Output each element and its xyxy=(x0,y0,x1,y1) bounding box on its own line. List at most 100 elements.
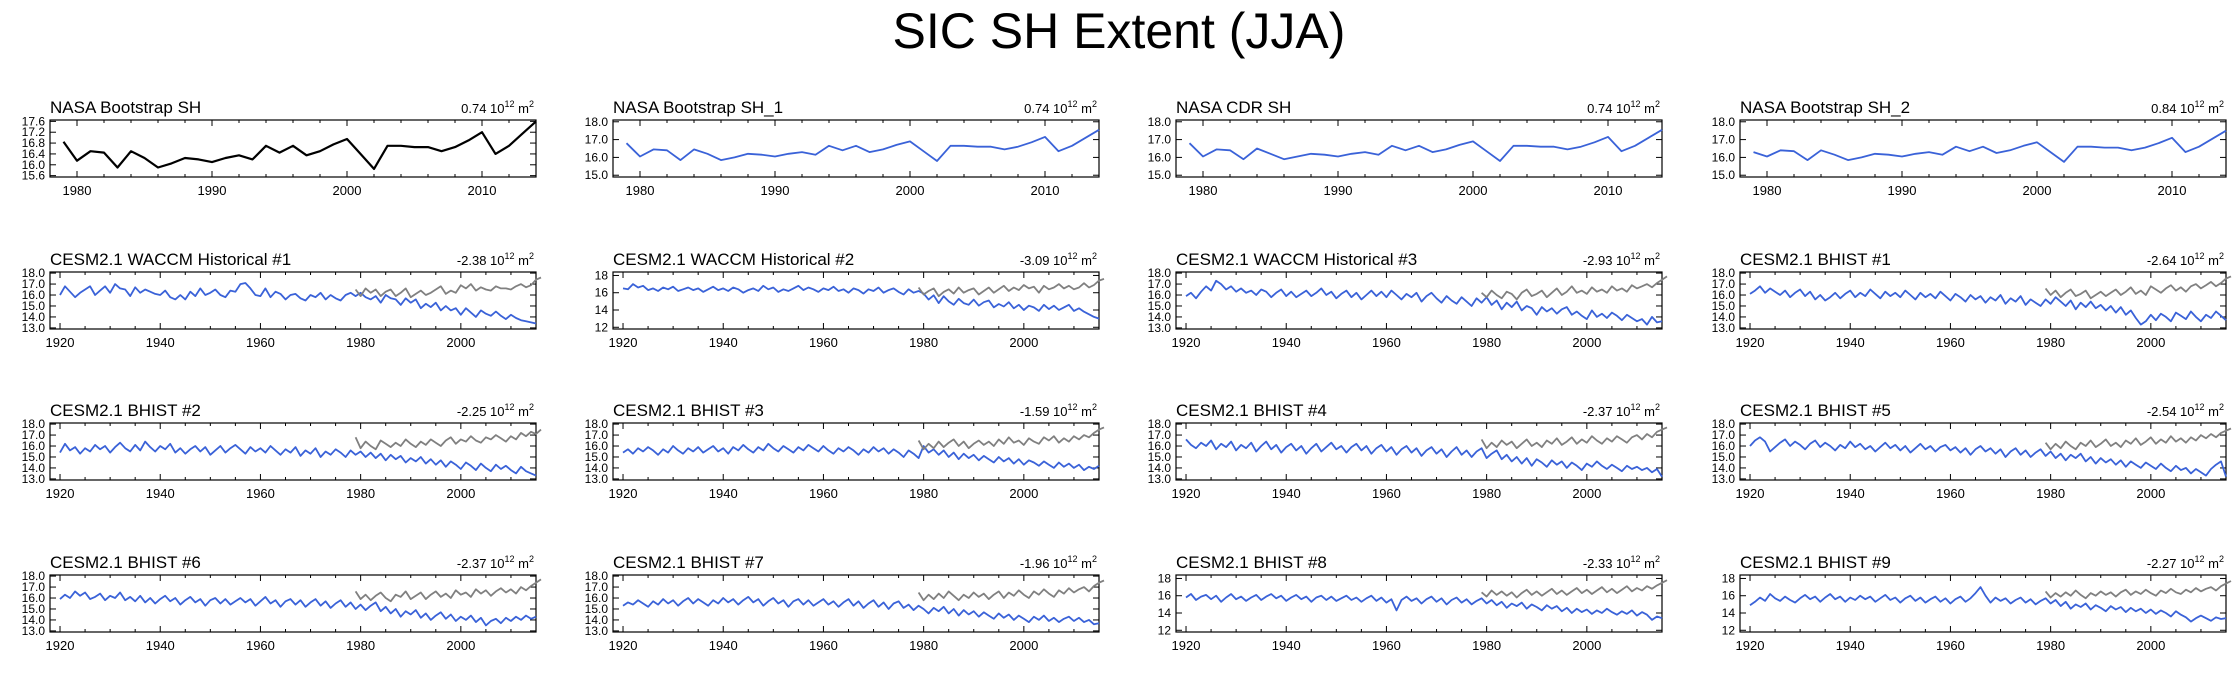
y-tick-label: 15.0 xyxy=(22,602,46,616)
x-tick-label: 1940 xyxy=(709,486,738,501)
y-tick-label: 18 xyxy=(1158,571,1172,585)
x-tick-label: 1940 xyxy=(1272,638,1301,653)
series-line xyxy=(1185,438,1663,478)
y-tick-label: 14.0 xyxy=(22,613,46,627)
x-tick-label: 1990 xyxy=(1888,183,1917,198)
series-line xyxy=(1481,579,1668,599)
series-line xyxy=(1188,129,1663,162)
trend-label: -2.27 1012 m2 xyxy=(2147,554,2224,571)
y-tick-label: 13.0 xyxy=(1712,472,1736,486)
series-line xyxy=(917,426,1105,451)
trend-label: -2.33 1012 m2 xyxy=(1583,554,1660,571)
x-tick-label: 2000 xyxy=(1009,486,1038,501)
y-tick-label: 17.0 xyxy=(585,428,609,442)
y-tick-label: 15.0 xyxy=(1712,168,1736,182)
panel-title: NASA CDR SH xyxy=(1176,98,1291,117)
y-tick-label: 16.0 xyxy=(22,591,46,605)
plot-frame xyxy=(1739,271,2227,330)
x-tick-label: 1960 xyxy=(1372,335,1401,350)
x-tick-label: 1960 xyxy=(1372,486,1401,501)
y-tick-label: 16 xyxy=(1158,589,1172,603)
chart-panel: CESM2.1 WACCM Historical #1 -2.38 1012 m2… xyxy=(22,250,542,350)
x-tick-label: 1940 xyxy=(1836,486,1865,501)
y-tick-label: 18.0 xyxy=(1148,115,1172,129)
x-tick-label: 2010 xyxy=(2158,183,2187,198)
trend-label: 0.74 1012 m2 xyxy=(461,99,534,116)
y-tick-label: 15.0 xyxy=(1148,168,1172,182)
trend-label: -1.96 1012 m2 xyxy=(1020,554,1097,571)
x-tick-label: 1980 xyxy=(909,638,938,653)
x-tick-label: 1920 xyxy=(1736,486,1765,501)
x-tick-label: 2000 xyxy=(446,335,475,350)
y-tick-label: 15.6 xyxy=(22,169,46,183)
x-tick-label: 2000 xyxy=(446,486,475,501)
y-tick-label: 14.0 xyxy=(22,310,46,324)
y-tick-label: 15.0 xyxy=(585,450,609,464)
y-tick-label: 16 xyxy=(595,286,609,300)
trend-label: -1.59 1012 m2 xyxy=(1020,402,1097,419)
y-tick-label: 14.0 xyxy=(1148,461,1172,475)
x-tick-label: 2000 xyxy=(1572,638,1601,653)
x-tick-label: 1920 xyxy=(46,335,75,350)
trend-label: -3.09 1012 m2 xyxy=(1020,251,1097,268)
y-tick-label: 14 xyxy=(1158,606,1172,620)
plot-frame xyxy=(1175,271,1663,330)
plot-frame xyxy=(49,422,537,481)
y-tick-label: 13.0 xyxy=(1148,321,1172,335)
series-line xyxy=(622,442,1100,472)
y-tick-label: 17.0 xyxy=(585,580,609,594)
chart-panel: CESM2.1 BHIST #4 -2.37 1012 m2 1920 1940 196… xyxy=(1148,401,1668,501)
x-tick-label: 1980 xyxy=(1472,486,1501,501)
y-tick-label: 18.0 xyxy=(585,569,609,583)
chart-panel: CESM2.1 BHIST #9 -2.27 1012 m2 1920 1940 196… xyxy=(1722,553,2232,653)
x-tick-label: 1940 xyxy=(1272,335,1301,350)
trend-label: -2.93 1012 m2 xyxy=(1583,251,1660,268)
x-tick-label: 1990 xyxy=(1324,183,1353,198)
x-tick-label: 1980 xyxy=(1472,335,1501,350)
y-tick-label: 15.0 xyxy=(1148,450,1172,464)
x-tick-label: 1980 xyxy=(346,335,375,350)
trend-label: -2.25 1012 m2 xyxy=(457,402,534,419)
x-tick-label: 1980 xyxy=(626,183,655,198)
trend-label: -2.38 1012 m2 xyxy=(457,251,534,268)
y-tick-label: 16.0 xyxy=(22,439,46,453)
x-tick-label: 2000 xyxy=(333,183,362,198)
panel-title: CESM2.1 BHIST #7 xyxy=(613,553,764,572)
plot-frame xyxy=(1739,422,2227,481)
y-tick-label: 13.0 xyxy=(585,472,609,486)
x-tick-label: 1980 xyxy=(2036,335,2065,350)
y-tick-label: 18.0 xyxy=(1148,266,1172,280)
y-tick-label: 14.0 xyxy=(585,461,609,475)
chart-panel: NASA CDR SH 0.74 1012 m2 1980 1990 2000 2010 1… xyxy=(1148,98,1663,198)
y-tick-label: 15.0 xyxy=(1712,450,1736,464)
y-tick-label: 18.0 xyxy=(1712,417,1736,431)
panel-title: CESM2.1 BHIST #4 xyxy=(1176,401,1327,420)
y-tick-label: 18.0 xyxy=(1148,417,1172,431)
series-line xyxy=(1185,279,1663,326)
x-tick-label: 2000 xyxy=(2136,486,2165,501)
y-tick-label: 17.0 xyxy=(1712,277,1736,291)
series-line xyxy=(59,282,537,325)
panel-title: CESM2.1 WACCM Historical #2 xyxy=(613,250,854,269)
y-tick-label: 17.0 xyxy=(1148,133,1172,147)
chart-panel: CESM2.1 BHIST #1 -2.64 1012 m2 1920 1940 196… xyxy=(1712,250,2232,350)
chart-panel: CESM2.1 BHIST #5 -2.54 1012 m2 1920 1940 196… xyxy=(1712,401,2232,501)
panel-title: CESM2.1 WACCM Historical #1 xyxy=(50,250,291,269)
y-tick-label: 17.6 xyxy=(22,114,46,128)
y-tick-label: 18.0 xyxy=(1712,115,1736,129)
series-line xyxy=(1481,275,1668,301)
y-tick-label: 14 xyxy=(595,303,609,317)
y-tick-label: 18.0 xyxy=(22,569,46,583)
x-tick-label: 1960 xyxy=(246,486,275,501)
y-tick-label: 14.0 xyxy=(22,461,46,475)
y-tick-label: 15.0 xyxy=(1148,299,1172,313)
x-tick-label: 1980 xyxy=(346,638,375,653)
y-tick-label: 18 xyxy=(1722,571,1736,585)
x-tick-label: 1980 xyxy=(2036,638,2065,653)
y-tick-label: 16.0 xyxy=(22,288,46,302)
y-tick-label: 16.8 xyxy=(22,136,46,150)
x-tick-label: 1940 xyxy=(146,335,175,350)
y-tick-label: 14.0 xyxy=(1712,461,1736,475)
chart-panel: CESM2.1 WACCM Historical #2 -3.09 1012 m2… xyxy=(595,250,1105,350)
